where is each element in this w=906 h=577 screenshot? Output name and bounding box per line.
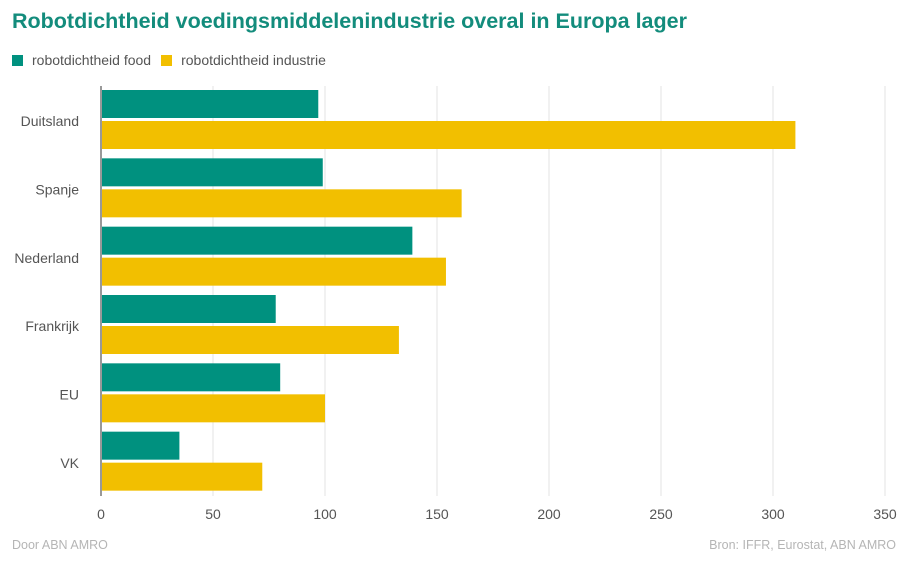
category-label: Spanje [35,182,79,198]
bar [102,226,413,255]
category-label: Nederland [14,250,79,266]
x-tick-label: 150 [425,506,449,522]
bar [102,326,399,354]
bar [102,121,796,149]
bar [102,462,263,491]
x-tick-label: 50 [205,506,221,522]
x-tick-label: 200 [537,506,561,522]
x-tick-label: 300 [761,506,785,522]
category-label: VK [60,455,79,471]
category-label: EU [60,387,79,403]
bar [102,158,323,187]
category-label: Frankrijk [25,318,80,334]
legend-item-food: robotdichtheid food [12,52,151,68]
legend-label-food: robotdichtheid food [32,52,152,68]
bar [102,394,325,423]
legend-swatch-food [12,54,23,66]
footer-credit: Door ABN AMRO [12,538,108,552]
legend: robotdichtheid food robotdichtheid indus… [12,52,336,68]
legend-swatch-industrie [161,54,173,66]
bar [102,90,319,118]
x-tick-label: 0 [97,506,105,522]
legend-item-industrie: robotdichtheid industrie [161,52,326,68]
legend-label-industrie: robotdichtheid industrie [181,52,326,68]
footer-source: Bron: IFFR, Eurostat, ABN AMRO [709,538,896,552]
bar [102,189,462,218]
x-tick-label: 350 [873,506,897,522]
x-tick-label: 250 [649,506,673,522]
bar [102,363,281,392]
x-tick-label: 100 [313,506,337,522]
category-label: Duitsland [21,113,79,129]
bar [102,431,180,460]
chart-title: Robotdichtheid voedingsmiddelenindustrie… [12,9,687,33]
bar [102,257,446,286]
bar [102,295,276,323]
